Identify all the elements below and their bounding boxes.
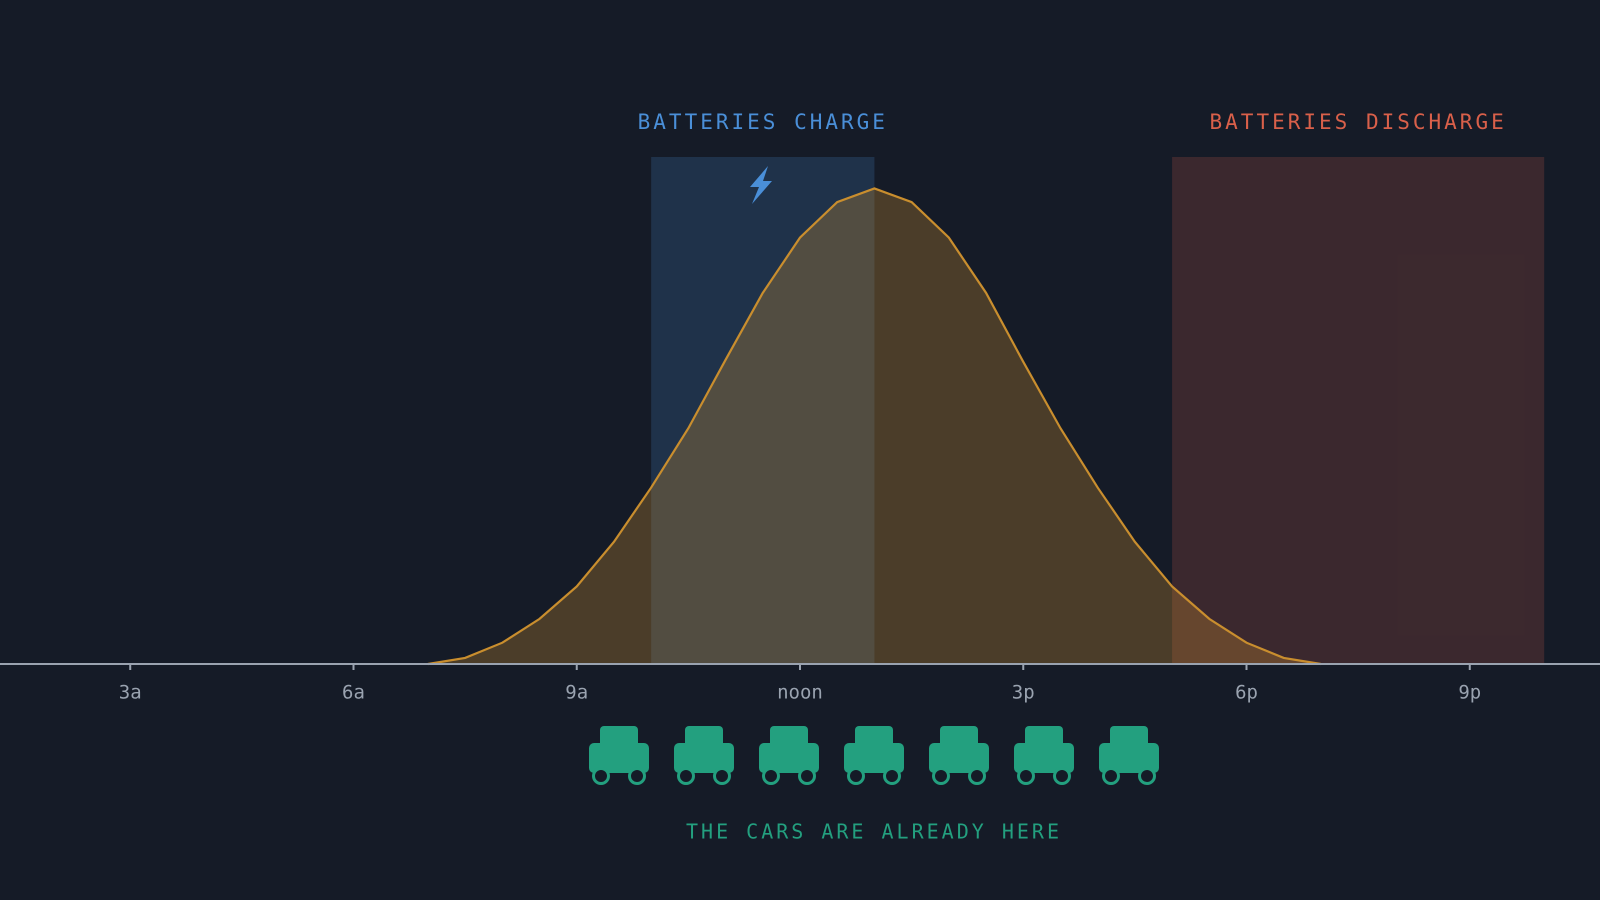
car-wheel [713,767,731,785]
car-wheel [883,767,901,785]
car-icon [589,726,649,785]
car-body [1099,743,1159,773]
x-tick-label: 9a [565,682,588,704]
band-label: BATTERIES CHARGE [638,110,888,134]
car-wheel [1102,767,1120,785]
x-tick-label: noon [777,682,823,704]
cars [589,726,1159,785]
car-wheel [847,767,865,785]
car-icon [1099,726,1159,785]
car-wheel [592,767,610,785]
car-body [1014,743,1074,773]
plot: 3a 6a 9a noon 3p 6p 9p [0,187,1600,704]
car-body [844,743,904,773]
x-tick-label: 6p [1235,682,1258,704]
x-tick-label: 3a [119,682,142,704]
band [651,157,875,664]
car-wheel [628,767,646,785]
car-body [759,743,819,773]
car-wheel [798,767,816,785]
car-icon [929,726,989,785]
area-fill [427,188,1321,664]
car-icon [674,726,734,785]
car-wheel [762,767,780,785]
x-tick-label: 6a [342,682,365,704]
car-roof [1110,726,1148,748]
bands: BATTERIES CHARGE BATTERIES DISCHARGE [638,110,1545,664]
area-line [427,187,1322,666]
car-roof [685,726,723,748]
car-wheel [968,767,986,785]
car-roof [770,726,808,748]
car-roof [855,726,893,748]
car-wheel [1138,767,1156,785]
x-tick-label: 9p [1458,682,1481,704]
car-icon [844,726,904,785]
car-body [674,743,734,773]
car-icon [759,726,819,785]
car-wheel [932,767,950,785]
x-tick-label: 3p [1012,682,1035,704]
caption: THE CARS ARE ALREADY HERE [686,820,1062,844]
car-wheel [1017,767,1035,785]
lightning-icon [750,166,772,204]
car-wheel [1053,767,1071,785]
car-body [929,743,989,773]
car-wheel [677,767,695,785]
car-body [589,743,649,773]
band-label: BATTERIES DISCHARGE [1210,110,1507,134]
car-roof [1025,726,1063,748]
car-roof [940,726,978,748]
car-icon [1014,726,1074,785]
car-roof [600,726,638,748]
band [1172,157,1545,664]
